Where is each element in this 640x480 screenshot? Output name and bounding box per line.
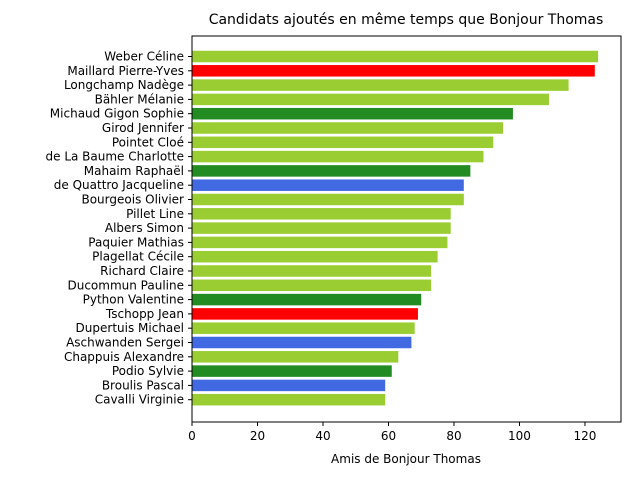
bar — [192, 293, 422, 306]
bar — [192, 179, 464, 191]
x-tick-label: 20 — [250, 429, 265, 443]
bar — [192, 136, 494, 149]
bar — [192, 65, 595, 77]
bar — [192, 379, 386, 392]
x-tick-label: 0 — [188, 429, 196, 443]
x-tick-label: 80 — [446, 429, 461, 443]
bar — [192, 336, 412, 349]
y-tick-label: Dupertuis Michael — [76, 321, 184, 335]
bar — [192, 79, 569, 91]
y-tick-label: Podio Sylvie — [112, 364, 184, 378]
y-tick-label: Mahaim Raphaël — [84, 164, 184, 178]
bars-group — [192, 50, 599, 406]
y-tick-label: Bähler Mélanie — [95, 92, 184, 106]
chart-title: Candidats ajoutés en même temps que Bonj… — [209, 12, 604, 28]
bar — [192, 250, 438, 263]
bar — [192, 93, 549, 106]
bar — [192, 165, 471, 177]
y-tick-label: Weber Céline — [104, 50, 184, 64]
bar — [192, 351, 399, 363]
y-tick-label: Pointet Cloé — [112, 135, 184, 149]
y-tick-label: Girod Jennifer — [102, 121, 184, 135]
bar — [192, 193, 464, 206]
x-tick-label: 120 — [574, 429, 597, 443]
bar — [192, 236, 448, 249]
bar — [192, 365, 392, 377]
bar — [192, 122, 504, 134]
x-axis-ticks: 0 20 40 60 80 100 120 — [188, 422, 596, 443]
y-tick-label: Bourgeois Olivier — [81, 193, 184, 207]
plot-frame — [191, 35, 622, 423]
x-tick-label: 40 — [315, 429, 330, 443]
bar — [192, 265, 432, 277]
x-tick-label: 60 — [381, 429, 396, 443]
y-tick-label: Paquier Mathias — [88, 235, 184, 249]
y-tick-label: Michaud Gigon Sophie — [50, 107, 184, 121]
x-axis-label: Amis de Bonjour Thomas — [331, 452, 481, 466]
bar — [192, 308, 418, 320]
x-tick-label: 100 — [508, 429, 531, 443]
y-tick-label: Plagellat Cécile — [92, 250, 184, 264]
bar — [192, 50, 599, 63]
bar — [192, 222, 451, 234]
bar — [192, 322, 415, 334]
bar — [192, 393, 386, 406]
y-tick-label: Python Valentine — [83, 293, 184, 307]
y-tick-label: Broulis Pascal — [102, 378, 184, 392]
bar — [192, 208, 451, 220]
y-tick-label: Pillet Line — [126, 207, 184, 221]
y-tick-label: Maillard Pierre-Yves — [67, 64, 184, 78]
bar — [192, 279, 432, 292]
y-tick-label: Longchamp Nadège — [64, 78, 184, 92]
y-tick-label: Tschopp Jean — [105, 307, 184, 321]
y-tick-label: de La Baume Charlotte — [46, 150, 185, 164]
bar — [192, 107, 513, 120]
bar — [192, 150, 484, 163]
y-tick-label: Albers Simon — [105, 221, 184, 235]
y-tick-label: de Quattro Jacqueline — [54, 178, 184, 192]
y-tick-label: Cavalli Virginie — [95, 393, 184, 407]
y-tick-label: Richard Claire — [100, 264, 184, 278]
y-tick-label: Aschwanden Sergei — [66, 336, 184, 350]
y-tick-label: Chappuis Alexandre — [64, 350, 184, 364]
y-tick-label: Ducommun Pauline — [67, 278, 184, 292]
